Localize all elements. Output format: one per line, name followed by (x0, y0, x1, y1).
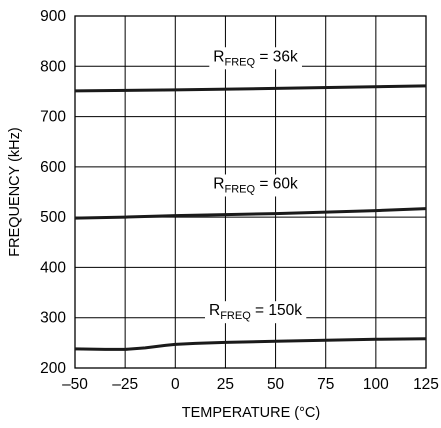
series-label-background (209, 47, 302, 70)
y-tick-label: 800 (40, 58, 66, 75)
series-label-text: RFREQ = 60k (213, 175, 298, 195)
series-label: RFREQ = 60k (209, 174, 302, 197)
series-lines (74, 84, 427, 351)
x-tick-label: 100 (363, 376, 389, 393)
series-label-prefix: R (209, 302, 220, 319)
series-label-text: RFREQ = 36k (213, 48, 298, 68)
series-line (74, 337, 427, 351)
x-axis-title: TEMPERATURE (°C) (182, 405, 320, 421)
y-tick-label: 600 (40, 159, 66, 176)
series-label-sub: FREQ (225, 56, 256, 68)
series-label-sub: FREQ (225, 183, 256, 195)
series-line (74, 84, 427, 93)
tick-labels: –50 –25 0 25 50 75 100 125 200 300 400 500 600 700 800… (40, 8, 439, 393)
series-label-background (204, 301, 307, 324)
series-label-suffix: = 60k (255, 175, 298, 192)
plot-frame (74, 15, 427, 369)
series-label-text: RFREQ = 150k (209, 302, 302, 322)
x-tick-label: –25 (112, 376, 138, 393)
series-label-prefix: R (213, 48, 224, 65)
x-tick-label: 75 (317, 376, 334, 393)
x-tick-label: 25 (217, 376, 234, 393)
y-tick-label: 300 (40, 310, 66, 327)
x-tick-label: 125 (413, 376, 439, 393)
series-label-background (209, 174, 302, 197)
y-tick-label: 500 (40, 209, 66, 226)
y-tick-label: 200 (40, 360, 66, 377)
series-label-prefix: R (213, 175, 224, 192)
y-tick-label: 900 (40, 8, 66, 25)
series-label-suffix: = 150k (251, 302, 303, 319)
series-label: RFREQ = 150k (204, 301, 307, 324)
series-label: RFREQ = 36k (209, 47, 302, 70)
series-label-sub: FREQ (220, 310, 251, 322)
x-tick-label: –50 (62, 376, 88, 393)
y-axis-title: FREQUENCY (kHz) (7, 127, 23, 256)
y-tick-label: 700 (40, 109, 66, 126)
series-line (74, 207, 427, 220)
x-tick-label: 50 (267, 376, 285, 393)
y-tick-label: 400 (40, 259, 66, 276)
x-tick-label: 0 (171, 376, 180, 393)
series-label-suffix: = 36k (255, 48, 298, 65)
